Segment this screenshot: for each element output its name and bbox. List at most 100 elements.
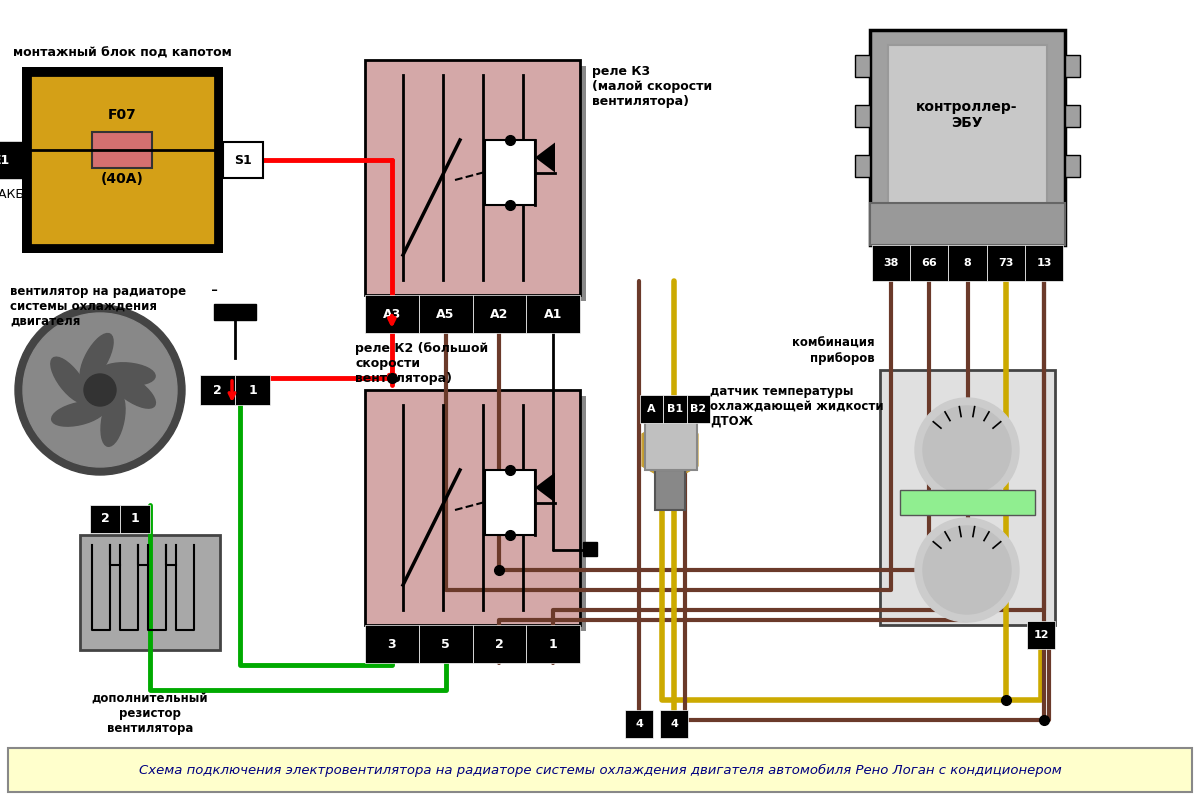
Circle shape	[23, 313, 178, 467]
Text: A: A	[647, 404, 656, 414]
Bar	[911, 245, 948, 281]
Bar	[235, 375, 270, 405]
Circle shape	[923, 406, 1010, 494]
Text: 5: 5	[442, 638, 450, 650]
Bar	[200, 375, 235, 405]
Text: монтажный блок под капотом: монтажный блок под капотом	[13, 47, 232, 60]
Bar	[473, 625, 527, 663]
Circle shape	[14, 305, 185, 475]
Bar	[948, 245, 986, 281]
Text: 2: 2	[214, 383, 222, 397]
Text: S1: S1	[234, 154, 252, 166]
Bar	[22, 67, 223, 253]
Text: 2: 2	[496, 638, 504, 650]
Text: B2: B2	[690, 404, 707, 414]
Bar	[92, 132, 152, 168]
Bar	[485, 140, 535, 205]
Polygon shape	[642, 418, 697, 482]
Bar	[1025, 245, 1063, 281]
Bar	[419, 295, 473, 333]
Text: реле К3
(малой скорости
вентилятора): реле К3 (малой скорости вентилятора)	[592, 65, 712, 108]
Bar	[371, 66, 586, 301]
Polygon shape	[642, 418, 697, 482]
Circle shape	[916, 518, 1019, 622]
Bar	[8, 748, 1192, 792]
Text: 38: 38	[883, 258, 899, 268]
Bar	[872, 245, 911, 281]
Bar	[90, 505, 120, 533]
Circle shape	[923, 526, 1010, 614]
Text: A3: A3	[383, 307, 401, 321]
Text: (40A): (40A)	[101, 172, 144, 186]
Text: 4: 4	[635, 719, 643, 729]
Bar	[473, 295, 527, 333]
Text: 1: 1	[548, 638, 558, 650]
Text: 1: 1	[248, 383, 257, 397]
Text: 8: 8	[964, 258, 971, 268]
Bar	[30, 75, 215, 245]
Ellipse shape	[101, 392, 125, 446]
Text: 12: 12	[1033, 630, 1049, 640]
Text: дополнительный
резистор
вентилятора: дополнительный резистор вентилятора	[91, 692, 209, 735]
Text: B1: B1	[667, 404, 683, 414]
Circle shape	[84, 374, 116, 406]
Bar	[365, 390, 580, 625]
Text: комбинация
приборов: комбинация приборов	[792, 337, 875, 365]
Bar	[900, 490, 1034, 515]
Bar	[419, 625, 473, 663]
Text: 1: 1	[131, 513, 139, 526]
Bar	[527, 295, 580, 333]
Bar	[854, 55, 870, 77]
Bar	[854, 155, 870, 177]
Text: вентилятор на радиаторе
системы охлаждения
двигателя: вентилятор на радиаторе системы охлажден…	[10, 285, 186, 328]
Bar	[870, 203, 1066, 245]
Text: A2: A2	[490, 307, 509, 321]
Polygon shape	[535, 142, 554, 173]
Bar	[0, 142, 22, 178]
Bar	[120, 505, 150, 533]
Bar	[214, 304, 256, 320]
Bar	[854, 105, 870, 127]
Text: A1: A1	[544, 307, 563, 321]
Text: E1: E1	[0, 154, 11, 166]
Text: 3: 3	[388, 638, 396, 650]
Bar	[583, 542, 598, 556]
Bar	[660, 710, 688, 738]
Bar	[527, 625, 580, 663]
Text: -: -	[211, 281, 218, 300]
Text: Схема подключения электровентилятора на радиаторе системы охлаждения двигателя а: Схема подключения электровентилятора на …	[139, 763, 1061, 777]
Bar	[880, 370, 1055, 625]
Text: 2: 2	[101, 513, 109, 526]
Circle shape	[916, 398, 1019, 502]
Bar	[888, 45, 1046, 205]
Bar	[986, 245, 1025, 281]
Text: 4: 4	[670, 719, 678, 729]
Bar	[664, 395, 686, 423]
Bar	[80, 535, 220, 650]
Bar	[365, 295, 419, 333]
Ellipse shape	[109, 372, 155, 408]
Bar	[870, 30, 1066, 245]
Text: 73: 73	[998, 258, 1013, 268]
Bar	[365, 60, 580, 295]
Bar	[1066, 105, 1080, 127]
Text: 66: 66	[922, 258, 937, 268]
Bar	[371, 396, 586, 631]
Text: реле К2 (большой
скорости
вентилятора): реле К2 (большой скорости вентилятора)	[355, 342, 488, 385]
Ellipse shape	[50, 357, 89, 403]
Bar	[646, 415, 697, 470]
Bar	[655, 470, 685, 510]
Text: контроллер-
ЭБУ: контроллер- ЭБУ	[917, 100, 1018, 130]
Bar	[625, 710, 653, 738]
Bar	[1066, 55, 1080, 77]
Bar	[1027, 621, 1055, 649]
Ellipse shape	[80, 334, 113, 383]
Ellipse shape	[52, 402, 106, 426]
Text: датчик температуры
охлаждающей жидкости
ДТОЖ: датчик температуры охлаждающей жидкости …	[710, 385, 883, 428]
Bar	[365, 625, 419, 663]
Bar	[640, 395, 664, 423]
Bar	[1066, 155, 1080, 177]
Ellipse shape	[101, 362, 155, 386]
Bar	[686, 395, 710, 423]
Polygon shape	[535, 473, 554, 502]
